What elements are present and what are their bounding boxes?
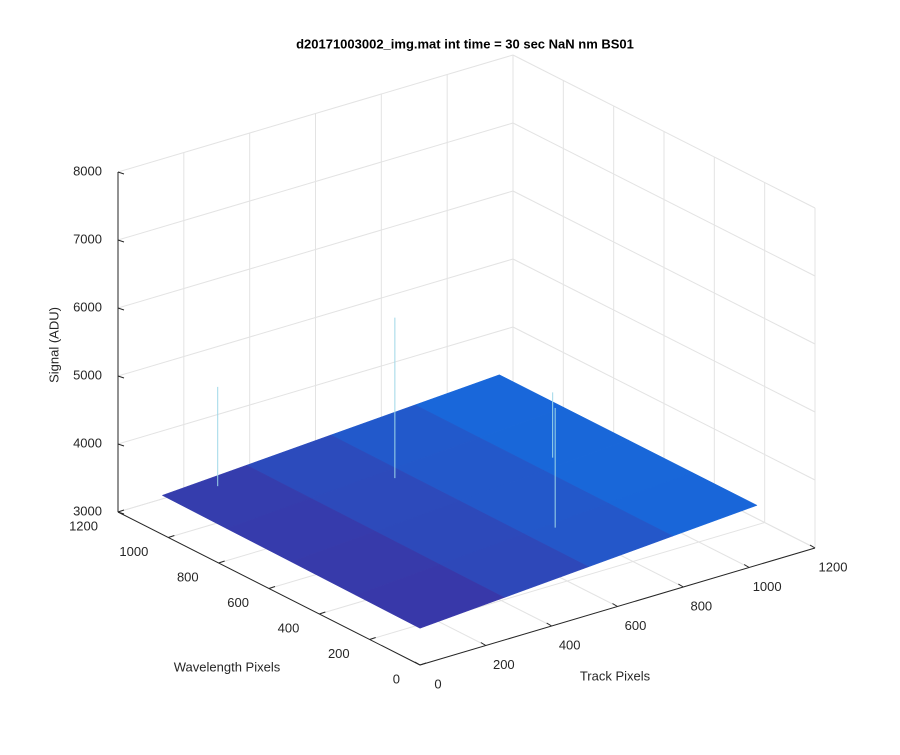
y-tick [117, 509, 125, 513]
y-tick-label: 800 [177, 569, 199, 584]
y-tick [268, 586, 276, 589]
z-tick-label: 6000 [73, 299, 102, 314]
grid-line [117, 122, 514, 241]
z-tick-label: 8000 [73, 163, 102, 178]
y-axis-label: Wavelength Pixels [174, 659, 281, 674]
y-tick-label: 400 [278, 620, 300, 635]
grid-line [512, 54, 816, 209]
y-tick [419, 662, 427, 666]
x-axis-label: Track Pixels [580, 668, 651, 683]
x-tick-label: 1000 [753, 579, 782, 594]
grid-line [117, 258, 514, 377]
x-tick-label: 0 [434, 676, 441, 691]
y-tick [319, 611, 326, 615]
x-tick [480, 642, 487, 646]
grid-line [512, 122, 816, 277]
z-tick-label: 5000 [73, 367, 102, 382]
y-tick-label: 1000 [119, 544, 148, 559]
z-tick [117, 443, 125, 447]
y-tick [369, 637, 376, 640]
z-tick [117, 375, 125, 379]
x-tick [743, 564, 750, 568]
y-tick [218, 560, 225, 564]
surface-patch [354, 564, 505, 629]
x-tick-label: 200 [493, 657, 515, 672]
x-tick-label: 800 [690, 598, 712, 613]
x-tick-label: 400 [559, 637, 581, 652]
x-tick [612, 603, 618, 607]
z-tick-label: 3000 [73, 503, 102, 518]
z-axis-label: Signal (ADU) [46, 307, 61, 383]
grid-line [512, 190, 816, 345]
z-tick-label: 7000 [73, 231, 102, 246]
grid-line [117, 190, 514, 309]
grid-line [117, 326, 514, 445]
y-tick-label: 0 [393, 671, 400, 686]
z-tick [117, 239, 125, 243]
y-tick-label: 200 [328, 646, 350, 661]
grid-line [117, 54, 514, 173]
x-tick [546, 622, 552, 627]
x-tick-label: 1200 [819, 559, 848, 574]
x-tick [414, 661, 421, 666]
y-tick [168, 535, 175, 538]
grid-line [512, 258, 816, 413]
x-tick [809, 544, 816, 549]
z-tick [117, 511, 125, 515]
x-tick [678, 583, 684, 588]
grid-line [512, 326, 816, 481]
y-tick-label: 1200 [69, 518, 98, 533]
z-tick [117, 171, 125, 175]
y-tick-label: 600 [227, 595, 249, 610]
z-tick-label: 4000 [73, 435, 102, 450]
z-tick [117, 307, 125, 311]
x-tick-label: 600 [625, 618, 647, 633]
chart-title: d20171003002_img.mat int time = 30 sec N… [296, 36, 634, 51]
